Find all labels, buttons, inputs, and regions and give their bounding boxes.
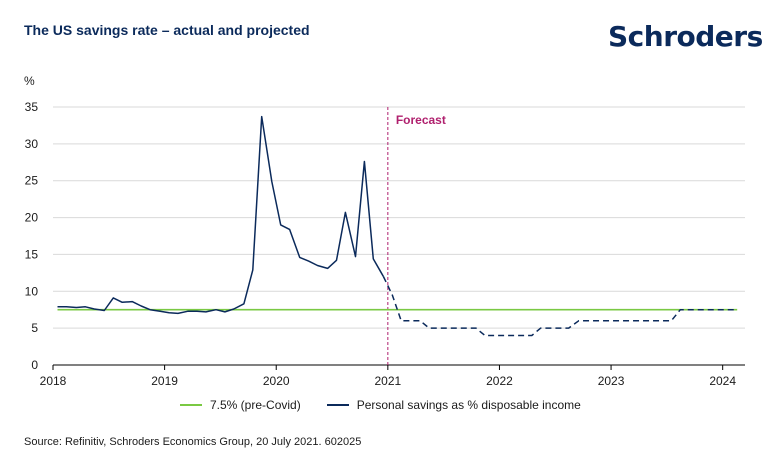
legend-swatch-navy: [326, 404, 349, 406]
chart-title: The US savings rate – actual and project…: [24, 22, 310, 38]
forecast-annotation: Forecast: [387, 107, 446, 365]
legend-item-pre-covid: 7.5% (pre-Covid): [180, 398, 301, 412]
y-tick-label: 5: [31, 321, 38, 335]
legend-label-pre-covid: 7.5% (pre-Covid): [210, 398, 301, 412]
x-tick-label: 2023: [598, 374, 625, 388]
y-tick-label: 15: [25, 247, 39, 261]
legend-item-savings: Personal savings as % disposable income: [326, 398, 581, 412]
x-tick-label: 2019: [151, 374, 178, 388]
legend: 7.5% (pre-Covid) Personal savings as % d…: [180, 398, 581, 412]
x-tick-label: 2022: [486, 374, 513, 388]
y-tick-label: 30: [25, 137, 39, 151]
x-tick-label: 2018: [40, 374, 67, 388]
y-tick-label: 0: [31, 358, 38, 372]
gridlines: [53, 106, 745, 329]
schroders-logo: Schroders: [608, 20, 763, 53]
savings-actual-line: [57, 115, 385, 315]
savings-projected-line: [382, 276, 738, 337]
y-tick-label: 25: [25, 174, 39, 188]
forecast-label: Forecast: [396, 113, 446, 127]
legend-label-savings: Personal savings as % disposable income: [356, 398, 581, 412]
y-tick-label: 10: [25, 284, 39, 298]
x-tick-label: 2020: [263, 374, 290, 388]
source-note: Source: Refinitiv, Schroders Economics G…: [24, 436, 362, 448]
y-tick-label: 20: [25, 211, 39, 225]
y-axis-unit-label: %: [24, 74, 35, 88]
x-tick-label: 2024: [709, 374, 736, 388]
y-axis-ticks: 0 5 10 15 20 25 30 35: [25, 100, 39, 372]
y-tick-label: 35: [25, 100, 39, 114]
series-lines: [57, 115, 738, 337]
legend-swatch-green: [180, 404, 202, 406]
x-tick-label: 2021: [374, 374, 401, 388]
x-axis: 2018 2019 2020 2021 2022 2023 2024: [40, 364, 745, 388]
